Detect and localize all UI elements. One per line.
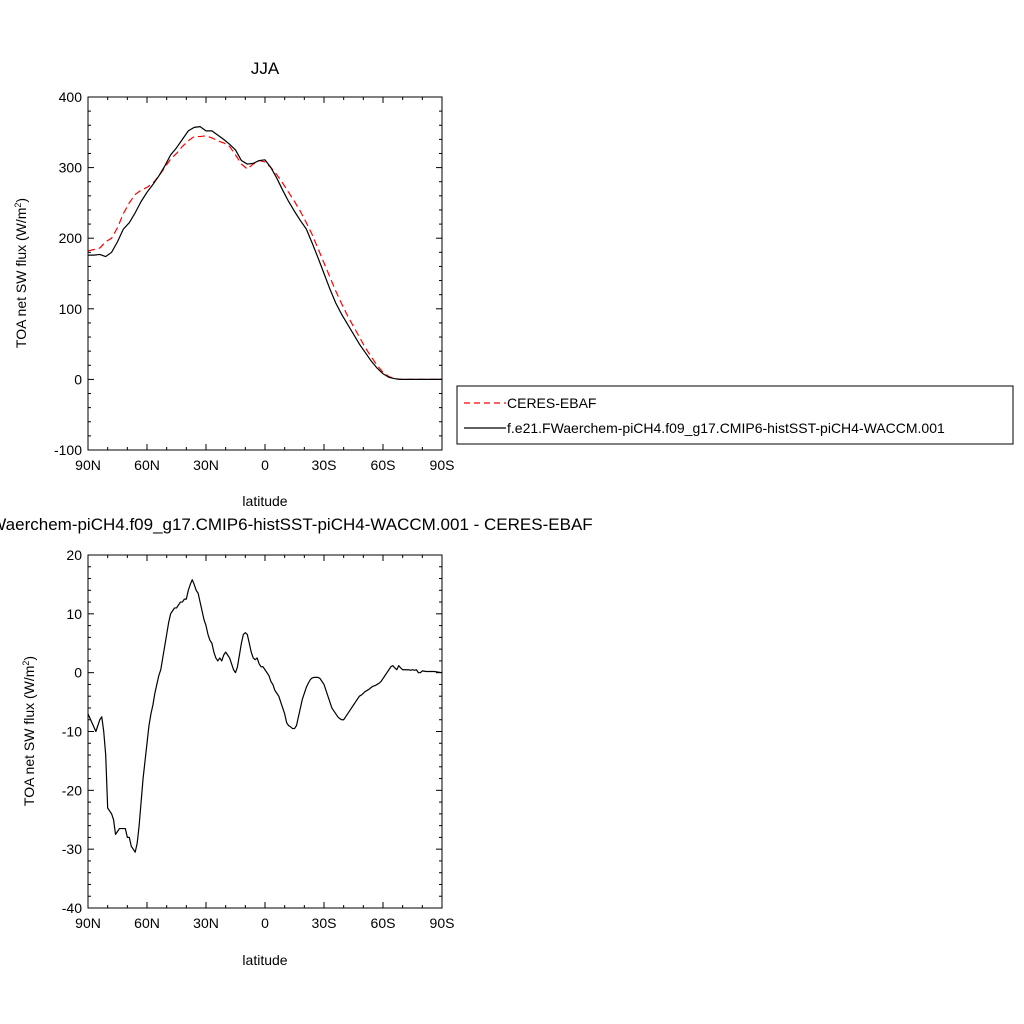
top-xtick-label: 60S (371, 457, 396, 473)
bottom-xtick-label: 60S (371, 915, 396, 931)
bottom-xtick-label: 60N (134, 915, 160, 931)
bottom-ytick-label: -20 (62, 782, 82, 798)
top-series-line-1 (88, 126, 442, 380)
panel-top: JJA 90N 60N 30N 0 30S 60S 90S -100 0 100 200 300 400… (13, 59, 454, 509)
bottom-xtick-label: 90N (75, 915, 101, 931)
bottom-ytick-label: -30 (62, 841, 82, 857)
top-ytick-label: -100 (54, 442, 82, 458)
panel-top-frame (87, 96, 443, 451)
panel-top-title: JJA (251, 59, 280, 78)
bottom-series-line-0 (87, 579, 443, 853)
top-xtick-label: 0 (261, 457, 269, 473)
bottom-xtick-label: 90S (430, 915, 455, 931)
top-xtick-label: 30S (312, 457, 337, 473)
top-xtick-label: 60N (134, 457, 160, 473)
top-ytick-label: 100 (59, 301, 83, 317)
bottom-ytick-label: -10 (62, 724, 82, 740)
bottom-ytick-label: 0 (74, 665, 82, 681)
bottom-ytick-label: -40 (62, 900, 82, 916)
panel-bottom-title: f.e21.FWaerchem-piCH4.f09_g17.CMIP6-hist… (0, 515, 593, 534)
bottom-xtick-label: 0 (261, 915, 269, 931)
panel-bottom: f.e21.FWaerchem-piCH4.f09_g17.CMIP6-hist… (0, 515, 593, 968)
top-ytick-label: 200 (59, 230, 83, 246)
top-xtick-label: 90N (75, 457, 101, 473)
top-ytick-label: 0 (74, 371, 82, 387)
panel-bottom-ticks: 90N 60N 30N 0 30S 60S 90S -40 -30 -20 -10 0 10 20 (62, 547, 455, 931)
bottom-xtick-label: 30S (312, 915, 337, 931)
top-series-line-0 (87, 135, 442, 380)
bottom-ytick-label: 20 (66, 547, 82, 563)
legend-label-ceres: CERES-EBAF (507, 395, 596, 411)
panel-top-ylabel: TOA net SW flux (W/m2) (13, 198, 29, 348)
top-ytick-label: 400 (59, 89, 83, 105)
panel-bottom-ylabel: TOA net SW flux (W/m2) (21, 656, 37, 806)
legend-box (456, 385, 1014, 445)
panel-top-ticks: 90N 60N 30N 0 30S 60S 90S -100 0 100 200 300 400 (54, 89, 454, 473)
top-ytick-label: 300 (59, 160, 83, 176)
bottom-ytick-label: 10 (66, 606, 82, 622)
top-xtick-label: 90S (430, 457, 455, 473)
legend: CERES-EBAF f.e21.FWaerchem-piCH4.f09_g17… (456, 385, 1014, 445)
bottom-xtick-label: 30N (193, 915, 219, 931)
legend-label-model: f.e21.FWaerchem-piCH4.f09_g17.CMIP6-hist… (507, 420, 945, 436)
top-xtick-label: 30N (193, 457, 219, 473)
panel-bottom-series (87, 579, 443, 853)
panel-bottom-xlabel: latitude (242, 952, 287, 968)
panel-bottom-frame (87, 554, 443, 909)
panel-top-series (87, 126, 442, 380)
panel-top-xlabel: latitude (242, 493, 287, 509)
